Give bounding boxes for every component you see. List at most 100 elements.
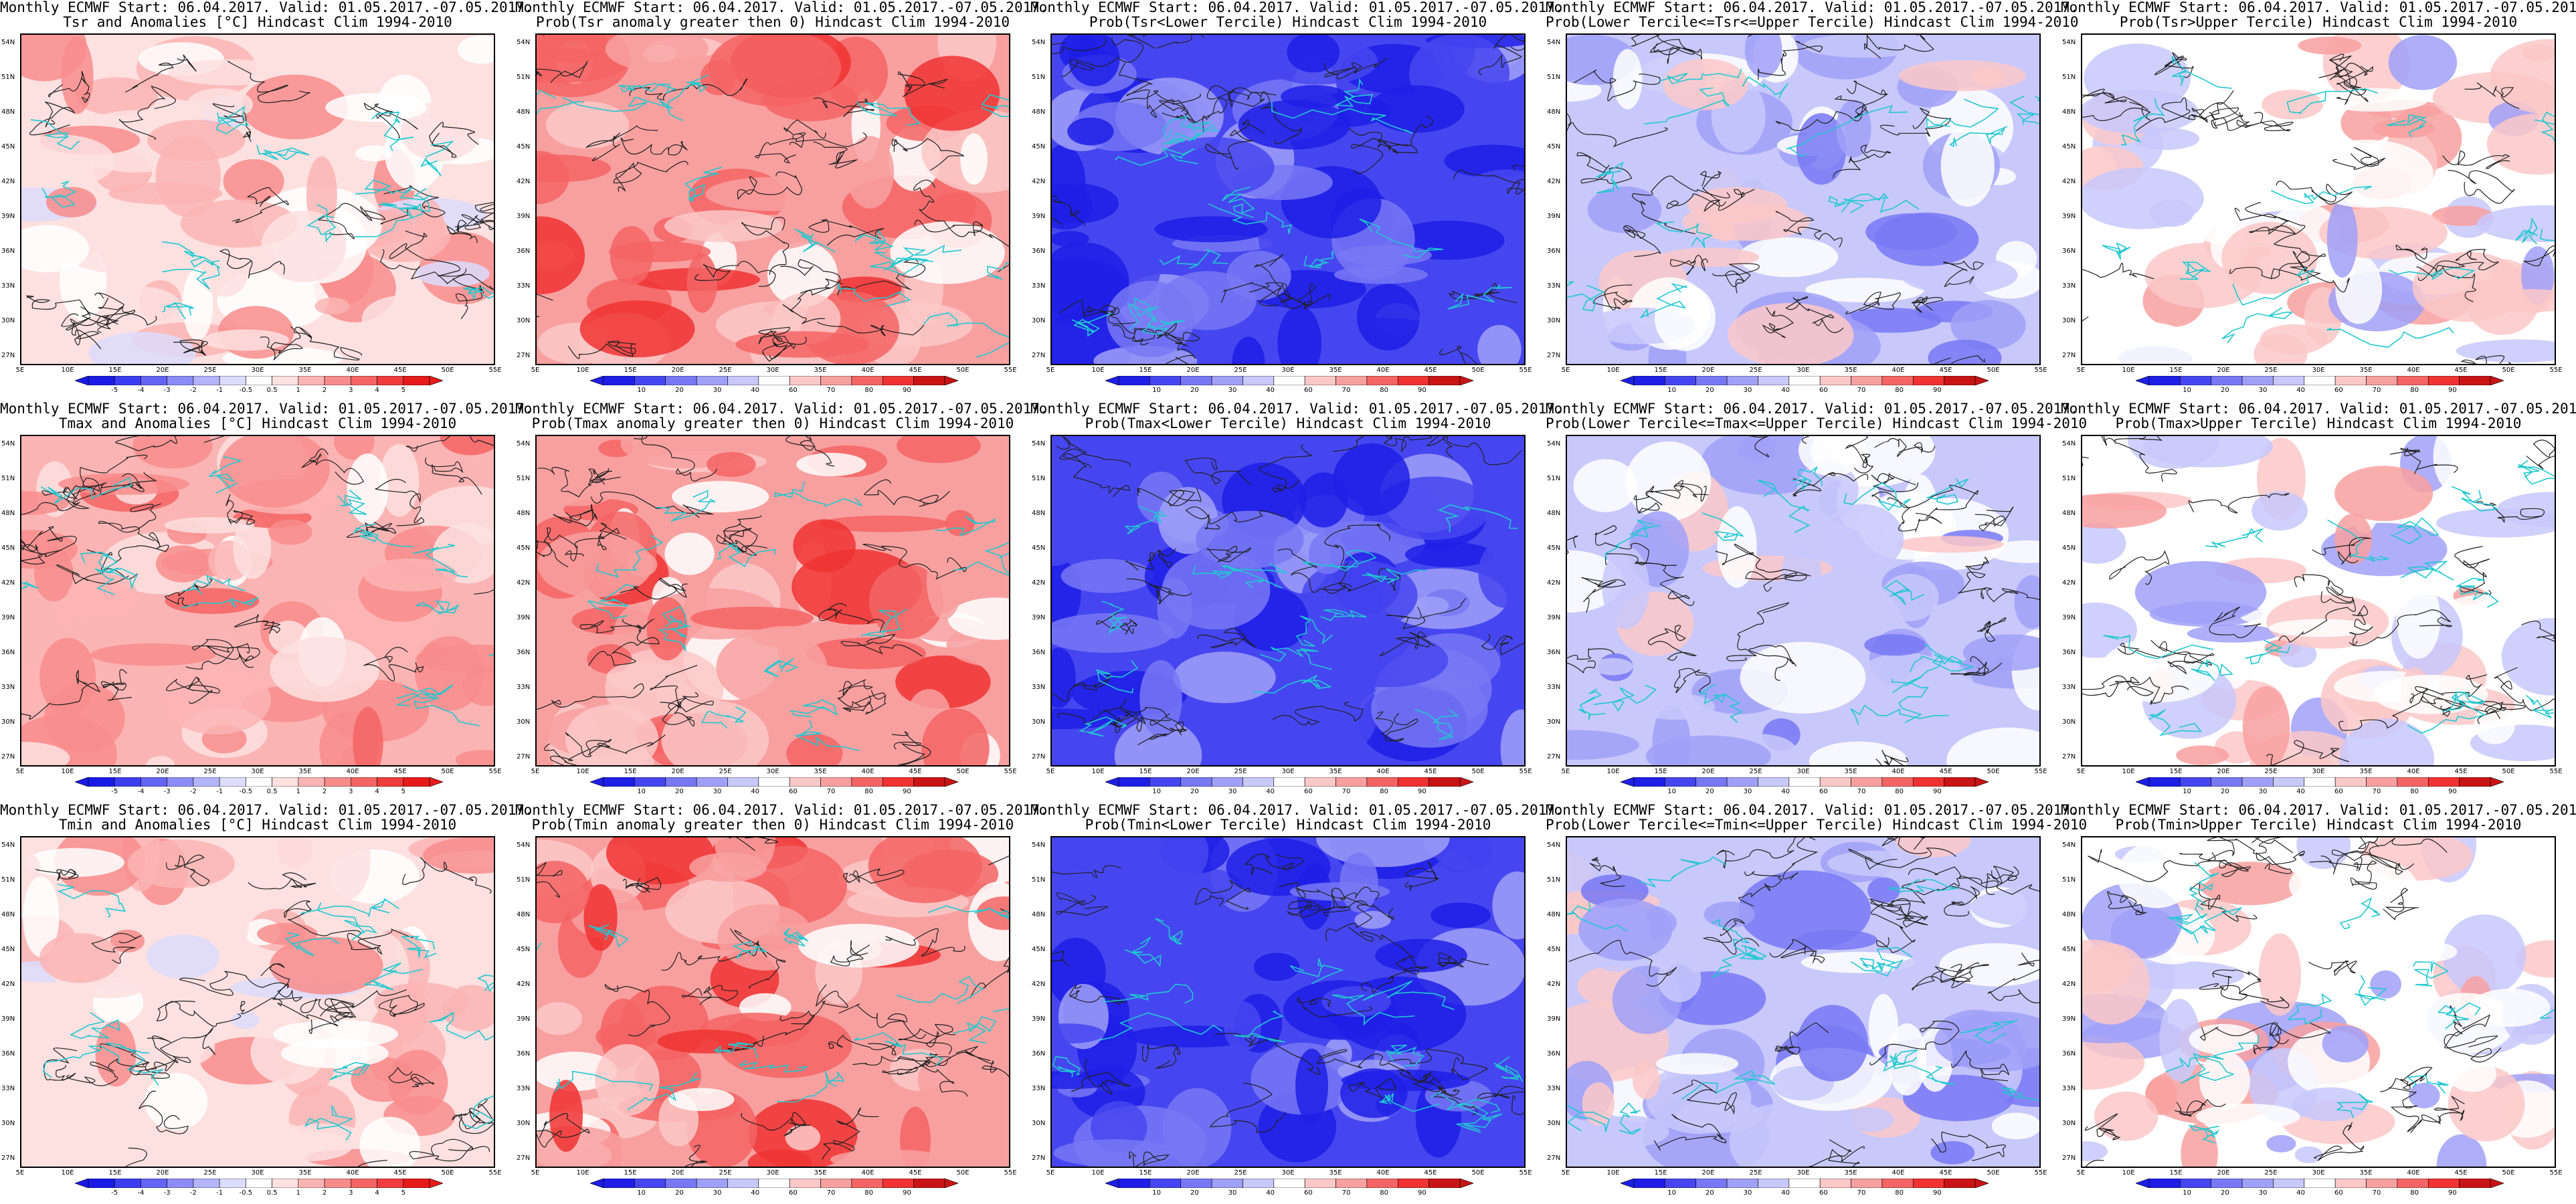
panel-title-line1: Monthly ECMWF Start: 06.04.2017. Valid: … — [1546, 401, 2079, 417]
longitude-label: 55E — [488, 768, 502, 775]
colorbar-tick-label: 80 — [1380, 387, 1389, 394]
longitude-label: 40E — [861, 768, 875, 775]
map-panel: Monthly ECMWF Start: 06.04.2017. Valid: … — [1030, 802, 1564, 1204]
panel-title-line2: Prob(Tsr>Upper Tercile) Hindcast Clim 19… — [2119, 14, 2518, 30]
longitude-label: 25E — [2264, 367, 2278, 374]
panel-title-line2: Tmax and Anomalies [°C] Hindcast Clim 19… — [58, 415, 457, 431]
longitude-label: 25E — [203, 367, 217, 374]
longitude-label: 30E — [766, 1169, 779, 1177]
colorbar-tick-label: 90 — [1417, 1189, 1427, 1197]
panel-title-line2: Prob(Tmax anomaly greater then 0) Hindca… — [531, 415, 1014, 431]
longitude-label: 10E — [576, 768, 589, 775]
longitude-label: 25E — [719, 768, 732, 775]
panel-title-line2: Tsr and Anomalies [°C] Hindcast Clim 199… — [63, 14, 452, 30]
map-panel: Monthly ECMWF Start: 06.04.2017. Valid: … — [1030, 401, 1564, 803]
latitude-label: 42N — [517, 981, 531, 988]
latitude-label: 30N — [1547, 1120, 1561, 1127]
longitude-label: 35E — [1329, 1169, 1342, 1177]
longitude-label: 5E — [531, 768, 540, 775]
longitude-label: 40E — [1376, 1169, 1390, 1177]
map-panel: Monthly ECMWF Start: 06.04.2017. Valid: … — [2061, 0, 2576, 401]
latitude-label: 42N — [1, 178, 15, 185]
colorbar — [590, 1179, 958, 1188]
longitude-label: 50E — [1987, 1169, 2000, 1177]
longitude-label: 45E — [2454, 367, 2468, 374]
colorbar-tick-label: -3 — [163, 1189, 171, 1197]
latitude-label: 30N — [517, 718, 531, 726]
panel-title-line2: Prob(Lower Tercile<=Tmin<=Upper Tercile)… — [1546, 817, 2088, 833]
map-panel: Monthly ECMWF Start: 06.04.2017. Valid: … — [515, 401, 1048, 803]
colorbar-tick-label: 80 — [1895, 1189, 1904, 1197]
colorbar-tick-label: 70 — [1857, 1189, 1866, 1197]
longitude-label: 55E — [2549, 367, 2563, 374]
latitude-label: 51N — [1032, 74, 1046, 81]
colorbar-tick-label: 20 — [1705, 387, 1714, 394]
longitude-label: 45E — [393, 768, 407, 775]
colorbar-tick-label: 5 — [401, 387, 405, 394]
colorbar-tick-label: -5 — [111, 1189, 118, 1197]
longitude-label: 40E — [1376, 768, 1390, 775]
longitude-label: 5E — [1561, 367, 1570, 374]
panel-title-line1: Monthly ECMWF Start: 06.04.2017. Valid: … — [1030, 802, 1564, 818]
colorbar-tick-label: -0.5 — [239, 1189, 253, 1197]
latitude-label: 45N — [517, 946, 531, 953]
colorbar-tick-label: 3 — [349, 788, 353, 795]
latitude-label: 45N — [1, 143, 15, 150]
longitude-label: 50E — [1471, 1169, 1485, 1177]
longitude-label: 15E — [1654, 768, 1667, 775]
map-panel: Monthly ECMWF Start: 06.04.2017. Valid: … — [515, 0, 1048, 401]
colorbar-tick-label: 0.5 — [266, 1189, 278, 1197]
longitude-label: 35E — [814, 367, 827, 374]
colorbar-tick-label: 90 — [902, 1189, 911, 1197]
colorbar-tick-label: 0.5 — [266, 387, 278, 394]
longitude-label: 20E — [156, 1169, 169, 1177]
map-panel: Monthly ECMWF Start: 06.04.2017. Valid: … — [1546, 803, 2088, 1204]
longitude-label: 25E — [719, 367, 732, 374]
colorbar-tick-label: 20 — [2220, 1189, 2229, 1197]
panel-title-line1: Monthly ECMWF Start: 06.04.2017. Valid: … — [1546, 0, 2079, 15]
latitude-label: 39N — [1032, 213, 1046, 220]
longitude-label: 20E — [156, 367, 169, 374]
longitude-label: 30E — [1797, 1169, 1810, 1177]
longitude-label: 25E — [1749, 1169, 1762, 1177]
colorbar-tick-label: 60 — [2334, 1189, 2343, 1197]
longitude-label: 50E — [1471, 367, 1485, 374]
latitude-label: 27N — [2062, 352, 2076, 359]
longitude-label: 55E — [2034, 768, 2047, 775]
map-area — [1566, 33, 2041, 365]
colorbar-tick-label: 10 — [1152, 387, 1162, 394]
colorbar-tick-label: 4 — [375, 1189, 379, 1197]
panel-title-line1: Monthly ECMWF Start: 06.04.2017. Valid: … — [2061, 0, 2576, 15]
longitude-label: 55E — [2034, 1169, 2047, 1177]
longitude-label: 10E — [1606, 768, 1620, 775]
latitude-label: 48N — [1, 911, 15, 918]
longitude-label: 50E — [956, 367, 970, 374]
colorbar-tick-label: 90 — [1417, 387, 1427, 394]
colorbar-tick-label: 70 — [1342, 788, 1351, 795]
colorbar-tick-label: 80 — [1895, 788, 1904, 795]
latitude-label: 48N — [2062, 911, 2076, 918]
colorbar-tick-label: 5 — [401, 788, 405, 795]
colorbar-tick-label: 70 — [2372, 788, 2381, 795]
latitude-label: 27N — [2062, 1155, 2076, 1162]
longitude-label: 55E — [2549, 1169, 2563, 1177]
panel-title-line2: Prob(Tmin>Upper Tercile) Hindcast Clim 1… — [2115, 817, 2522, 833]
latitude-label: 54N — [517, 39, 531, 46]
latitude-label: 54N — [2062, 39, 2076, 46]
latitude-label: 48N — [1032, 510, 1046, 517]
longitude-label: 50E — [1471, 768, 1485, 775]
latitude-label: 30N — [1, 1120, 15, 1127]
colorbar-tick-label: -4 — [137, 788, 145, 795]
latitude-label: 42N — [2062, 579, 2076, 587]
latitude-label: 54N — [1032, 440, 1046, 447]
latitude-label: 45N — [1547, 946, 1561, 953]
longitude-label: 55E — [2549, 768, 2563, 775]
panel-title-line2: Prob(Lower Tercile<=Tmax<=Upper Tercile)… — [1546, 415, 2088, 431]
panel-title-line2: Prob(Tmin anomaly greater then 0) Hindca… — [531, 817, 1014, 833]
latitude-label: 54N — [1547, 440, 1561, 447]
colorbar-tick-label: -1 — [216, 1189, 223, 1197]
map-area — [1566, 435, 2041, 767]
longitude-label: 55E — [1519, 768, 1532, 775]
colorbar-tick-label: 2 — [322, 1189, 327, 1197]
latitude-label: 36N — [1032, 1050, 1046, 1058]
